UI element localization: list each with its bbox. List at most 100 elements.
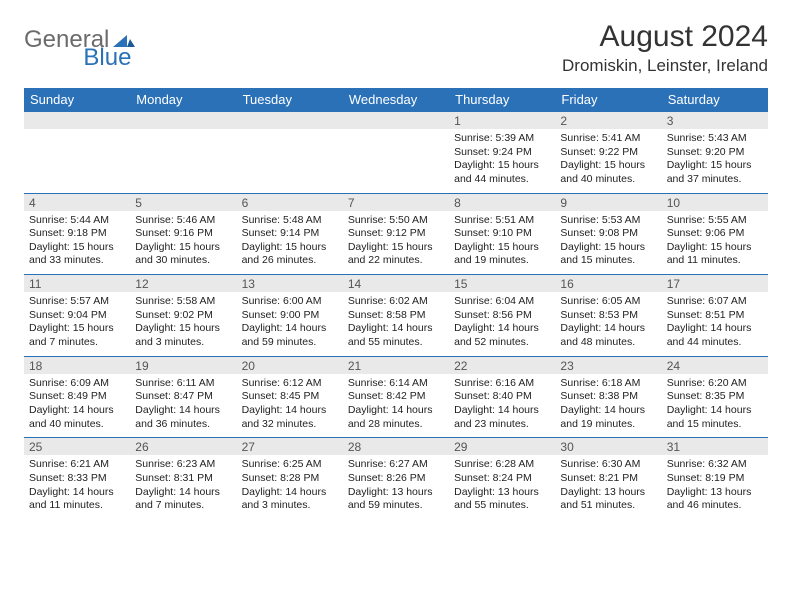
day-details bbox=[237, 129, 343, 187]
sunset-line: Sunset: 8:49 PM bbox=[29, 390, 125, 404]
weekday-header: Sunday bbox=[24, 88, 130, 112]
daylight-line: Daylight: 14 hours and 23 minutes. bbox=[454, 404, 550, 431]
daylight-line: Daylight: 14 hours and 55 minutes. bbox=[348, 322, 444, 349]
day-details: Sunrise: 6:05 AMSunset: 8:53 PMDaylight:… bbox=[555, 292, 661, 356]
day-number: 8 bbox=[449, 194, 555, 211]
calendar-body: 1Sunrise: 5:39 AMSunset: 9:24 PMDaylight… bbox=[24, 112, 768, 519]
daylight-line: Daylight: 15 hours and 3 minutes. bbox=[135, 322, 231, 349]
day-number: 25 bbox=[24, 438, 130, 455]
day-cell: 27Sunrise: 6:25 AMSunset: 8:28 PMDayligh… bbox=[237, 438, 343, 519]
weekday-header: Tuesday bbox=[237, 88, 343, 112]
day-details: Sunrise: 6:02 AMSunset: 8:58 PMDaylight:… bbox=[343, 292, 449, 356]
day-number: 28 bbox=[343, 438, 449, 455]
day-cell: 25Sunrise: 6:21 AMSunset: 8:33 PMDayligh… bbox=[24, 438, 130, 519]
day-details: Sunrise: 6:28 AMSunset: 8:24 PMDaylight:… bbox=[449, 455, 555, 519]
location-subtitle: Dromiskin, Leinster, Ireland bbox=[562, 56, 768, 76]
sunset-line: Sunset: 9:16 PM bbox=[135, 227, 231, 241]
day-cell: 10Sunrise: 5:55 AMSunset: 9:06 PMDayligh… bbox=[662, 193, 768, 275]
day-details: Sunrise: 5:57 AMSunset: 9:04 PMDaylight:… bbox=[24, 292, 130, 356]
weekday-header: Thursday bbox=[449, 88, 555, 112]
day-number: 22 bbox=[449, 357, 555, 374]
day-details: Sunrise: 6:20 AMSunset: 8:35 PMDaylight:… bbox=[662, 374, 768, 438]
sunrise-line: Sunrise: 6:27 AM bbox=[348, 458, 444, 472]
day-number: 2 bbox=[555, 112, 661, 129]
sunset-line: Sunset: 8:35 PM bbox=[667, 390, 763, 404]
day-number: 30 bbox=[555, 438, 661, 455]
daylight-line: Daylight: 14 hours and 19 minutes. bbox=[560, 404, 656, 431]
sunset-line: Sunset: 8:58 PM bbox=[348, 309, 444, 323]
sunrise-line: Sunrise: 5:58 AM bbox=[135, 295, 231, 309]
sunrise-line: Sunrise: 5:46 AM bbox=[135, 214, 231, 228]
week-row: 1Sunrise: 5:39 AMSunset: 9:24 PMDaylight… bbox=[24, 112, 768, 194]
day-number: 12 bbox=[130, 275, 236, 292]
sunrise-line: Sunrise: 6:02 AM bbox=[348, 295, 444, 309]
day-cell: 7Sunrise: 5:50 AMSunset: 9:12 PMDaylight… bbox=[343, 193, 449, 275]
daylight-line: Daylight: 15 hours and 22 minutes. bbox=[348, 241, 444, 268]
daylight-line: Daylight: 13 hours and 51 minutes. bbox=[560, 486, 656, 513]
day-number: 21 bbox=[343, 357, 449, 374]
sunrise-line: Sunrise: 5:51 AM bbox=[454, 214, 550, 228]
sunrise-line: Sunrise: 5:44 AM bbox=[29, 214, 125, 228]
day-number: 15 bbox=[449, 275, 555, 292]
day-number: 29 bbox=[449, 438, 555, 455]
sunset-line: Sunset: 8:42 PM bbox=[348, 390, 444, 404]
day-cell: 30Sunrise: 6:30 AMSunset: 8:21 PMDayligh… bbox=[555, 438, 661, 519]
weekday-header: Friday bbox=[555, 88, 661, 112]
weekday-header-row: SundayMondayTuesdayWednesdayThursdayFrid… bbox=[24, 88, 768, 112]
daylight-line: Daylight: 13 hours and 55 minutes. bbox=[454, 486, 550, 513]
sunrise-line: Sunrise: 6:12 AM bbox=[242, 377, 338, 391]
day-cell: 13Sunrise: 6:00 AMSunset: 9:00 PMDayligh… bbox=[237, 275, 343, 357]
sunset-line: Sunset: 9:00 PM bbox=[242, 309, 338, 323]
sunrise-line: Sunrise: 5:50 AM bbox=[348, 214, 444, 228]
sunrise-line: Sunrise: 6:04 AM bbox=[454, 295, 550, 309]
day-details: Sunrise: 6:11 AMSunset: 8:47 PMDaylight:… bbox=[130, 374, 236, 438]
day-cell bbox=[130, 112, 236, 194]
daylight-line: Daylight: 15 hours and 30 minutes. bbox=[135, 241, 231, 268]
daylight-line: Daylight: 15 hours and 33 minutes. bbox=[29, 241, 125, 268]
brand-blue: Blue bbox=[83, 44, 131, 72]
day-cell: 18Sunrise: 6:09 AMSunset: 8:49 PMDayligh… bbox=[24, 356, 130, 438]
day-cell: 2Sunrise: 5:41 AMSunset: 9:22 PMDaylight… bbox=[555, 112, 661, 194]
calendar-table: SundayMondayTuesdayWednesdayThursdayFrid… bbox=[24, 88, 768, 519]
daylight-line: Daylight: 15 hours and 40 minutes. bbox=[560, 159, 656, 186]
day-details bbox=[130, 129, 236, 187]
sunrise-line: Sunrise: 6:05 AM bbox=[560, 295, 656, 309]
daylight-line: Daylight: 14 hours and 52 minutes. bbox=[454, 322, 550, 349]
day-number: 20 bbox=[237, 357, 343, 374]
sunset-line: Sunset: 8:26 PM bbox=[348, 472, 444, 486]
sunset-line: Sunset: 8:21 PM bbox=[560, 472, 656, 486]
day-number: 18 bbox=[24, 357, 130, 374]
daylight-line: Daylight: 14 hours and 48 minutes. bbox=[560, 322, 656, 349]
sunrise-line: Sunrise: 5:43 AM bbox=[667, 132, 763, 146]
sunset-line: Sunset: 8:40 PM bbox=[454, 390, 550, 404]
day-number: 16 bbox=[555, 275, 661, 292]
daylight-line: Daylight: 15 hours and 19 minutes. bbox=[454, 241, 550, 268]
day-number bbox=[237, 112, 343, 129]
sunset-line: Sunset: 9:20 PM bbox=[667, 146, 763, 160]
day-details bbox=[343, 129, 449, 187]
day-details: Sunrise: 5:55 AMSunset: 9:06 PMDaylight:… bbox=[662, 211, 768, 275]
day-cell: 19Sunrise: 6:11 AMSunset: 8:47 PMDayligh… bbox=[130, 356, 236, 438]
day-number: 6 bbox=[237, 194, 343, 211]
day-cell: 21Sunrise: 6:14 AMSunset: 8:42 PMDayligh… bbox=[343, 356, 449, 438]
week-row: 11Sunrise: 5:57 AMSunset: 9:04 PMDayligh… bbox=[24, 275, 768, 357]
brand-logo: General Blue bbox=[24, 26, 187, 54]
day-details bbox=[24, 129, 130, 187]
sunset-line: Sunset: 8:24 PM bbox=[454, 472, 550, 486]
day-details: Sunrise: 6:16 AMSunset: 8:40 PMDaylight:… bbox=[449, 374, 555, 438]
sunrise-line: Sunrise: 6:11 AM bbox=[135, 377, 231, 391]
sunrise-line: Sunrise: 6:25 AM bbox=[242, 458, 338, 472]
sunset-line: Sunset: 9:02 PM bbox=[135, 309, 231, 323]
day-cell: 1Sunrise: 5:39 AMSunset: 9:24 PMDaylight… bbox=[449, 112, 555, 194]
day-details: Sunrise: 6:00 AMSunset: 9:00 PMDaylight:… bbox=[237, 292, 343, 356]
sunset-line: Sunset: 9:08 PM bbox=[560, 227, 656, 241]
day-number: 4 bbox=[24, 194, 130, 211]
day-details: Sunrise: 6:07 AMSunset: 8:51 PMDaylight:… bbox=[662, 292, 768, 356]
sunset-line: Sunset: 8:28 PM bbox=[242, 472, 338, 486]
day-number: 11 bbox=[24, 275, 130, 292]
day-number: 23 bbox=[555, 357, 661, 374]
sunset-line: Sunset: 8:19 PM bbox=[667, 472, 763, 486]
day-number: 3 bbox=[662, 112, 768, 129]
sunset-line: Sunset: 8:53 PM bbox=[560, 309, 656, 323]
day-cell: 26Sunrise: 6:23 AMSunset: 8:31 PMDayligh… bbox=[130, 438, 236, 519]
